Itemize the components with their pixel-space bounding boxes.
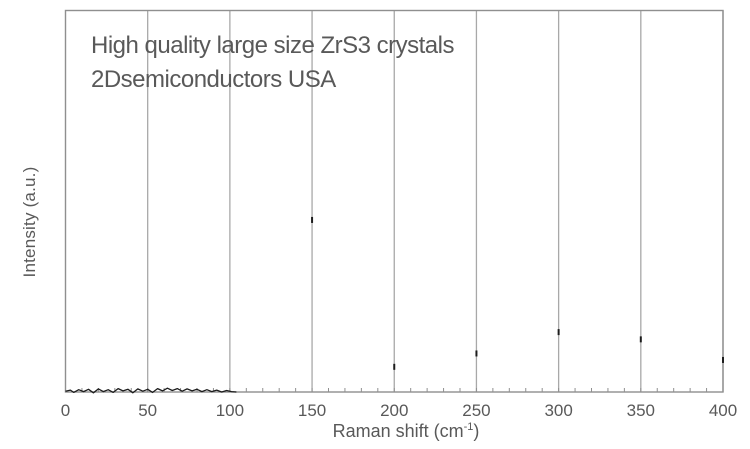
x-tick-label-0: 0 [60,401,71,420]
x-axis-label-close: ) [473,421,480,441]
x-tick-label-50: 50 [138,401,158,420]
x-tick-label-400: 400 [708,401,738,420]
x-tick-label-100: 100 [215,401,245,420]
y-axis-label: Intensity (a.u.) [20,166,39,278]
chart-title-line2: 2Dsemiconductors USA [91,65,336,93]
x-tick-label-350: 350 [626,401,655,420]
x-tick-label-300: 300 [544,401,573,420]
x-axis-label: Raman shift (cm-1) [333,421,480,442]
x-axis-label-superscript: -1 [463,421,474,433]
x-tick-label-200: 200 [380,401,409,420]
x-tick-label-150: 150 [297,401,327,420]
spectrum-baseline-trace [65,387,237,394]
chart-title-line1: High quality large size ZrS3 crystals [91,32,454,59]
chart-title: High quality large size ZrS3 crystals 2D… [91,29,454,96]
x-axis-label-text: Raman shift (cm [332,421,464,441]
x-tick-label-250: 250 [462,401,491,420]
